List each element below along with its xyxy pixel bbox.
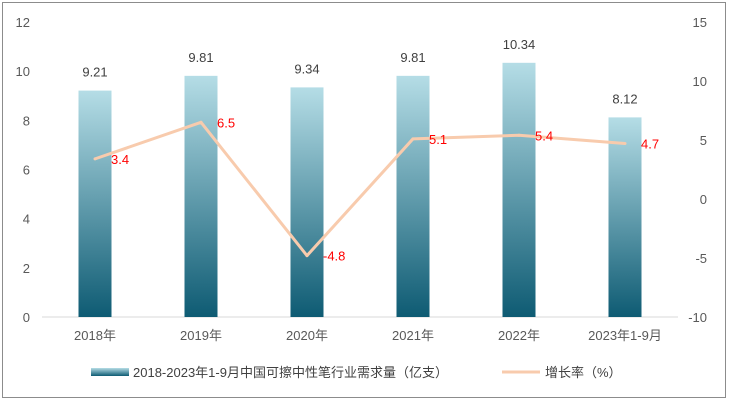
growth-value-label: 6.5 [217, 115, 235, 130]
left-axis-tick-label: 6 [23, 163, 30, 178]
bar [78, 90, 112, 318]
growth-line-series [93, 120, 627, 258]
growth-value-label: 4.7 [641, 137, 659, 152]
bar [396, 75, 430, 318]
bar [184, 75, 218, 318]
growth-value-label: 5.4 [535, 128, 553, 143]
growth-point [623, 142, 627, 146]
bar [608, 117, 642, 317]
x-axis-tick-label: 2021年 [392, 328, 434, 343]
right-axis-tick-label: 15 [693, 15, 707, 30]
growth-value-label: 5.1 [429, 132, 447, 147]
right-y-axis: -10 -5 0 5 10 15 [688, 15, 707, 325]
growth-point [411, 137, 415, 141]
growth-value-label: 3.4 [111, 152, 129, 167]
growth-value-label: -4.8 [323, 249, 345, 264]
bar-value-label: 9.21 [82, 65, 107, 80]
x-axis-tick-label: 2019年 [180, 328, 222, 343]
legend-line-label: 增长率（%） [545, 365, 622, 380]
x-axis-tick-label: 2020年 [286, 328, 328, 343]
left-axis-tick-label: 10 [16, 64, 30, 79]
x-axis-tick-label: 2018年 [74, 328, 116, 343]
growth-point [93, 157, 97, 161]
x-axis-tick-label: 2023年1-9月 [588, 328, 662, 343]
bar-value-label: 9.81 [188, 50, 213, 65]
right-axis-tick-label: 10 [693, 74, 707, 89]
right-axis-tick-label: -10 [688, 310, 707, 325]
left-y-axis: 0 2 4 6 8 10 12 [16, 15, 30, 325]
right-axis-tick-label: 0 [700, 192, 707, 207]
legend-bar-swatch [91, 368, 129, 376]
legend-bar-label: 2018-2023年1-9月中国可擦中性笔行业需求量（亿支） [133, 365, 448, 380]
bar-value-label: 9.34 [294, 61, 319, 76]
growth-line [94, 120, 626, 258]
growth-value-labels: 3.4 6.5 -4.8 5.1 5.4 4.7 [111, 115, 659, 263]
bar-series [78, 62, 642, 318]
left-axis-tick-label: 4 [23, 212, 30, 227]
x-axis-tick-label: 2022年 [498, 328, 540, 343]
left-axis-tick-label: 12 [16, 15, 30, 30]
bar-value-labels: 9.21 9.81 9.34 9.81 10.34 8.12 [82, 37, 637, 107]
bar-value-label: 9.81 [400, 50, 425, 65]
bar-value-label: 10.34 [503, 37, 536, 52]
growth-point [199, 120, 203, 124]
left-axis-tick-label: 0 [23, 310, 30, 325]
growth-point [517, 133, 521, 137]
bar [290, 87, 324, 318]
left-axis-tick-label: 8 [23, 113, 30, 128]
bar [502, 62, 536, 317]
legend: 2018-2023年1-9月中国可擦中性笔行业需求量（亿支） 增长率（%） [91, 365, 622, 380]
bar-value-label: 8.12 [612, 91, 637, 106]
right-axis-tick-label: -5 [695, 251, 707, 266]
x-axis-tick-labels: 2018年 2019年 2020年 2021年 2022年 2023年1-9月 [74, 328, 662, 343]
left-axis-tick-label: 2 [23, 261, 30, 276]
right-axis-tick-label: 5 [700, 133, 707, 148]
growth-point [305, 254, 309, 258]
